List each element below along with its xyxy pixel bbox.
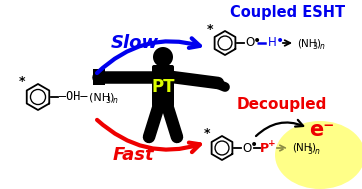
Text: ): ) — [109, 92, 113, 102]
Text: *: * — [207, 22, 213, 36]
Text: H: H — [268, 36, 277, 50]
Text: •: • — [276, 33, 284, 47]
FancyBboxPatch shape — [152, 65, 174, 107]
Text: ): ) — [311, 143, 315, 153]
Text: 3: 3 — [307, 147, 312, 156]
Circle shape — [153, 47, 173, 67]
Text: (NH: (NH — [89, 92, 110, 102]
Text: 3: 3 — [105, 96, 110, 105]
Text: (NH: (NH — [292, 143, 311, 153]
Text: n: n — [113, 96, 118, 105]
Polygon shape — [93, 69, 105, 85]
Text: PT: PT — [151, 78, 175, 96]
FancyArrowPatch shape — [256, 120, 303, 136]
Text: 3: 3 — [312, 42, 317, 51]
Text: P: P — [260, 142, 269, 154]
Text: Coupled ESHT: Coupled ESHT — [231, 5, 346, 19]
Text: *: * — [19, 75, 25, 88]
Text: (NH: (NH — [297, 38, 316, 48]
Text: O: O — [245, 36, 254, 50]
Text: e⁻: e⁻ — [310, 120, 334, 140]
FancyArrowPatch shape — [97, 38, 200, 73]
Text: –OH–: –OH– — [59, 91, 88, 104]
Text: n: n — [315, 147, 320, 156]
Text: Fast: Fast — [112, 146, 154, 164]
FancyArrowPatch shape — [97, 120, 200, 152]
Text: ): ) — [316, 38, 320, 48]
Text: •: • — [250, 139, 258, 153]
Text: *: * — [204, 128, 210, 140]
Text: n: n — [320, 42, 325, 51]
Text: •: • — [253, 33, 261, 47]
Text: Slow: Slow — [111, 34, 159, 52]
Text: +: + — [268, 139, 275, 149]
Text: Decoupled: Decoupled — [237, 98, 327, 112]
Text: O: O — [242, 142, 251, 154]
Ellipse shape — [275, 121, 362, 189]
